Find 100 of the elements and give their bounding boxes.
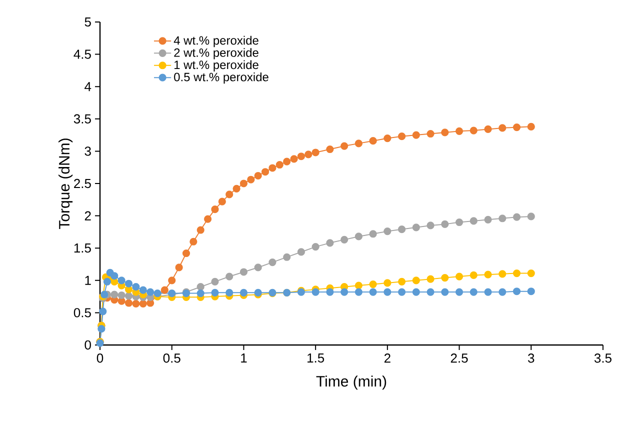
point (247, 176, 255, 184)
y-tick-label: 3 (84, 146, 91, 156)
point (398, 278, 406, 286)
y-tick-label: 3.5 (74, 114, 91, 124)
point (384, 134, 392, 142)
point (110, 290, 118, 298)
point (132, 300, 140, 308)
point (254, 264, 262, 272)
point (527, 269, 535, 278)
point (283, 158, 291, 166)
point (441, 128, 449, 136)
point (398, 288, 406, 296)
x-tick-label: 3.5 (594, 354, 612, 363)
x-tick-label: 2 (384, 354, 390, 363)
point (182, 249, 190, 258)
point (340, 236, 348, 244)
y-tick-label: 1.5 (74, 244, 91, 253)
point (426, 222, 434, 230)
y-tick-label: 2 (84, 211, 91, 220)
point (441, 288, 449, 296)
point (124, 292, 133, 300)
point (412, 131, 420, 139)
point (204, 215, 212, 223)
x-tick-label: 1.5 (308, 354, 324, 363)
legend-label: 0.5 wt.% peroxide (174, 72, 268, 84)
point (512, 269, 521, 278)
point (498, 270, 506, 278)
x-tick-label: 0 (96, 354, 104, 363)
point (326, 288, 334, 296)
point (470, 271, 478, 280)
point (484, 125, 492, 134)
point (455, 288, 464, 296)
point (283, 253, 291, 261)
point (124, 280, 133, 288)
point (412, 288, 420, 296)
point (190, 238, 198, 246)
point (398, 132, 406, 140)
x-axis-title: Time (min) (316, 376, 386, 390)
point (484, 216, 492, 224)
point (132, 283, 140, 291)
point (175, 264, 183, 272)
point (455, 218, 464, 226)
point (354, 288, 362, 296)
point (304, 150, 312, 158)
point (211, 278, 219, 286)
point (99, 308, 107, 316)
point (354, 140, 362, 148)
point (268, 258, 276, 266)
y-tick-label: 0 (84, 340, 91, 350)
y-tick-label: 4.5 (74, 50, 91, 59)
point (226, 272, 234, 280)
point (527, 288, 535, 296)
legend-label: 4 wt.% peroxide (174, 36, 258, 48)
point (512, 213, 521, 221)
point (118, 291, 126, 300)
point (297, 248, 305, 256)
y-tick-label: 1 (85, 276, 91, 285)
point (498, 124, 506, 132)
y-axis-title: Torque (dNm) (58, 138, 73, 230)
point (484, 270, 492, 278)
point (398, 226, 406, 234)
point (196, 226, 204, 234)
x-tick-label: 0.5 (163, 354, 180, 363)
point (211, 206, 219, 214)
point (412, 224, 420, 232)
point (369, 137, 377, 145)
point (268, 164, 276, 172)
point (484, 288, 492, 296)
point (369, 288, 377, 296)
point (139, 286, 147, 294)
point (412, 276, 420, 284)
point (146, 288, 154, 296)
point (312, 243, 320, 251)
point (326, 145, 334, 154)
y-tick-label: 2.5 (74, 178, 91, 188)
y-tick-label: 4 (84, 82, 92, 92)
point (441, 220, 449, 228)
point (240, 288, 248, 296)
point (326, 239, 334, 247)
point (196, 283, 204, 291)
point (254, 172, 262, 180)
point (312, 288, 320, 296)
legend-label: 2 wt.% peroxide (174, 48, 258, 60)
point (441, 274, 449, 282)
point (226, 288, 234, 296)
point (455, 272, 464, 280)
point (426, 275, 434, 283)
point (168, 276, 176, 284)
point (118, 276, 126, 284)
point (218, 198, 226, 206)
point (512, 288, 521, 296)
point (261, 168, 270, 176)
point (232, 184, 240, 192)
point (226, 190, 234, 198)
point (470, 288, 478, 296)
point (384, 288, 392, 296)
legend-label: 1 wt.% peroxide (174, 60, 258, 72)
point (470, 126, 478, 134)
point (124, 299, 133, 307)
x-tick-label: 2.5 (450, 354, 468, 363)
